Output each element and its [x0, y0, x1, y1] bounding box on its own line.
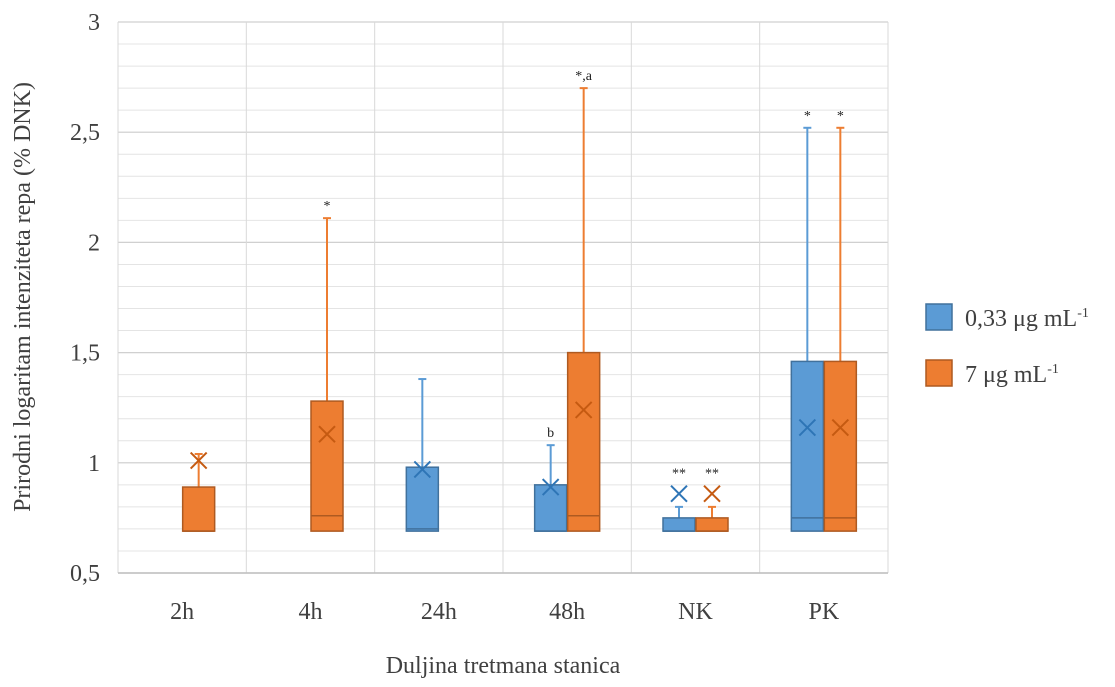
x-tick-label: 2h [170, 599, 194, 625]
x-tick-label: NK [678, 599, 713, 625]
box-layer: b*****,a*** [181, 69, 858, 532]
significance-annotation: b [547, 426, 554, 441]
legend-swatch [925, 303, 953, 331]
significance-annotation: ** [705, 467, 719, 482]
x-tick-label: 48h [549, 599, 585, 625]
significance-annotation: * [837, 109, 844, 124]
box-rect [310, 400, 344, 532]
legend: 0,33 μg mL-1 7 μg mL-1 [925, 303, 1089, 388]
box-5b9bd5-NK: ** [662, 467, 696, 532]
significance-annotation: * [804, 109, 811, 124]
mean-marker [574, 401, 593, 419]
legend-label: 0,33 μg mL-1 [965, 306, 1089, 332]
significance-annotation: *,a [575, 69, 593, 84]
significance-annotation: ** [672, 467, 686, 482]
y-tick-label: 1 [88, 451, 100, 477]
box-rect [566, 351, 601, 532]
box-rect [405, 466, 440, 532]
mean-marker [318, 425, 336, 443]
y-tick-label: 3 [88, 10, 100, 36]
x-tick-label: 24h [421, 599, 457, 625]
mean-marker [541, 478, 560, 496]
box-rect [533, 484, 568, 532]
y-tick-label: 1,5 [70, 341, 100, 367]
box-ed7d31-NK: ** [695, 467, 729, 532]
box-rect [662, 517, 696, 532]
significance-annotation: * [324, 199, 331, 214]
box-rect [790, 360, 825, 532]
mean-marker [831, 418, 850, 437]
mean-marker [189, 451, 208, 470]
box-rect [181, 486, 216, 532]
box-5b9bd5-48h: b [533, 426, 568, 532]
grid-layer [117, 21, 889, 574]
mean-marker [670, 484, 688, 503]
box-5b9bd5-24h [405, 378, 440, 532]
legend-swatch [925, 359, 953, 387]
y-axis-title: Prirodni logaritam intenziteta repa (% D… [10, 82, 36, 512]
box-rect [823, 360, 858, 532]
axis-layer: 0,5 1 1,5 2 2,5 3 2h 4h 24h 48h NK PK [70, 10, 888, 625]
mean-marker [798, 418, 817, 437]
box-ed7d31-4h: * [310, 199, 344, 532]
box-ed7d31-PK: * [823, 109, 858, 532]
y-tick-label: 0,5 [70, 561, 100, 587]
x-tick-label: 4h [299, 599, 323, 625]
box-ed7d31-48h: *,a [566, 69, 601, 532]
box-ed7d31-2h [181, 451, 216, 532]
box-rect [695, 517, 729, 532]
y-tick-label: 2,5 [70, 120, 100, 146]
mean-marker [413, 460, 432, 479]
x-axis-title: Duljina tretmana stanica [386, 653, 621, 679]
y-tick-label: 2 [88, 230, 100, 256]
legend-label: 7 μg mL-1 [965, 362, 1059, 388]
x-tick-label: PK [808, 599, 839, 625]
mean-marker [703, 484, 721, 503]
box-5b9bd5-PK: * [790, 109, 825, 532]
